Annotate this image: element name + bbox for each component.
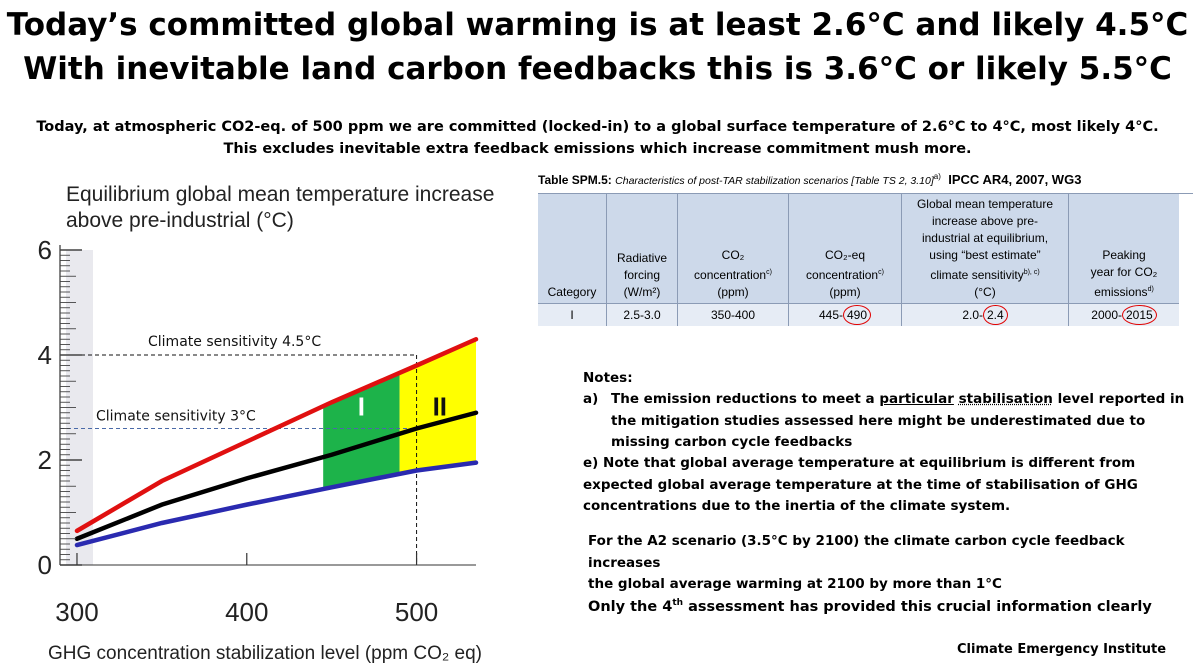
circled-value-2015: 2015 [1122, 305, 1157, 325]
y-tick-label: 2 [38, 445, 52, 475]
note-e: e) Note that global average temperature … [583, 455, 1138, 514]
th-category: Category [538, 194, 607, 304]
spm-table: Category Radiative forcing (W/m²) CO₂ conce… [538, 194, 1179, 326]
th-co2: CO₂ concentrationc) (ppm) [677, 194, 789, 304]
note-a: a) The emission reductions to meet a part… [583, 391, 1185, 450]
cell-rf: 2.5-3.0 [606, 303, 678, 326]
series-line-3 [74, 460, 479, 548]
notes-title: Notes: [583, 370, 633, 386]
circled-value-490: 490 [843, 305, 872, 325]
x-tick-label: 500 [395, 597, 438, 627]
cell-category: I [538, 303, 607, 326]
series-line-2 [74, 410, 479, 541]
cell-peak: 2000- 2015 [1068, 303, 1179, 326]
th-co2eq: CO₂-eq concentrationc) (ppm) [788, 194, 902, 304]
institute-credit: Climate Emergency Institute [957, 642, 1167, 657]
cell-co2eq: 445- 490 [788, 303, 902, 326]
table-header-row: Category Radiative forcing (W/m²) CO₂ conce… [538, 194, 1179, 304]
table-top-rule [538, 193, 1193, 194]
subtitle-line2: This excludes inevitable extra feedback … [223, 141, 972, 157]
annotation-cs45: Climate sensitivity 4.5°C [148, 334, 321, 350]
chart-xlabel: GHG concentration stabilization level (p… [48, 643, 482, 664]
table-row: I 2.5-3.0 350-400 445- 490 2.0- 2.4 2000- 2… [538, 303, 1179, 326]
y-tick-label: 0 [38, 550, 52, 580]
cell-co2: 350-400 [677, 303, 789, 326]
chart-title-line2: above pre-industrial (°C) [66, 209, 294, 232]
note-a2-scenario: For the A2 scenario (3.5°C by 2100) the … [588, 533, 1125, 592]
temperature-chart: Equilibrium global mean temperature incr… [38, 183, 495, 664]
y-tick-label: 4 [38, 340, 52, 370]
table-source: IPCC AR4, 2007, WG3 [948, 172, 1082, 187]
y-tick-label: 6 [38, 235, 52, 265]
x-tick-label: 300 [55, 597, 98, 627]
chart-title-line1: Equilibrium global mean temperature incr… [66, 183, 494, 206]
slide-title-line2: With inevitable land carbon feedbacks th… [23, 51, 1172, 87]
table-caption-label: Table SPM.5: [538, 173, 612, 187]
table-caption: Table SPM.5: Characteristics of post-TAR… [538, 172, 1081, 187]
th-radiative-forcing: Radiative forcing (W/m²) [606, 194, 678, 304]
slide-title-line1: Today’s committed global warming is at l… [6, 7, 1189, 43]
circled-value-2-4: 2.4 [983, 305, 1008, 325]
region-label-2: II [433, 391, 447, 421]
series-line-1 [74, 337, 479, 534]
annotation-cs3: Climate sensitivity 3°C [96, 409, 256, 425]
x-tick-label: 400 [225, 597, 268, 627]
table-caption-text: Characteristics of post-TAR stabilizatio… [615, 175, 934, 187]
cell-gmt: 2.0- 2.4 [901, 303, 1069, 326]
th-peaking-year: Peaking year for CO₂ emissionsd) [1068, 194, 1179, 304]
region-label-1: I [358, 391, 365, 421]
region-2 [399, 339, 476, 474]
region-1 [323, 372, 400, 490]
table-caption-sup: a) [933, 172, 941, 181]
subtitle-line1: Today, at atmospheric CO2-eq. of 500 ppm… [36, 119, 1159, 135]
note-fourth-assessment: Only the 4th assessment has provided thi… [588, 598, 1152, 615]
th-global-mean-temperature: Global mean temperature increase above pr… [901, 194, 1069, 304]
